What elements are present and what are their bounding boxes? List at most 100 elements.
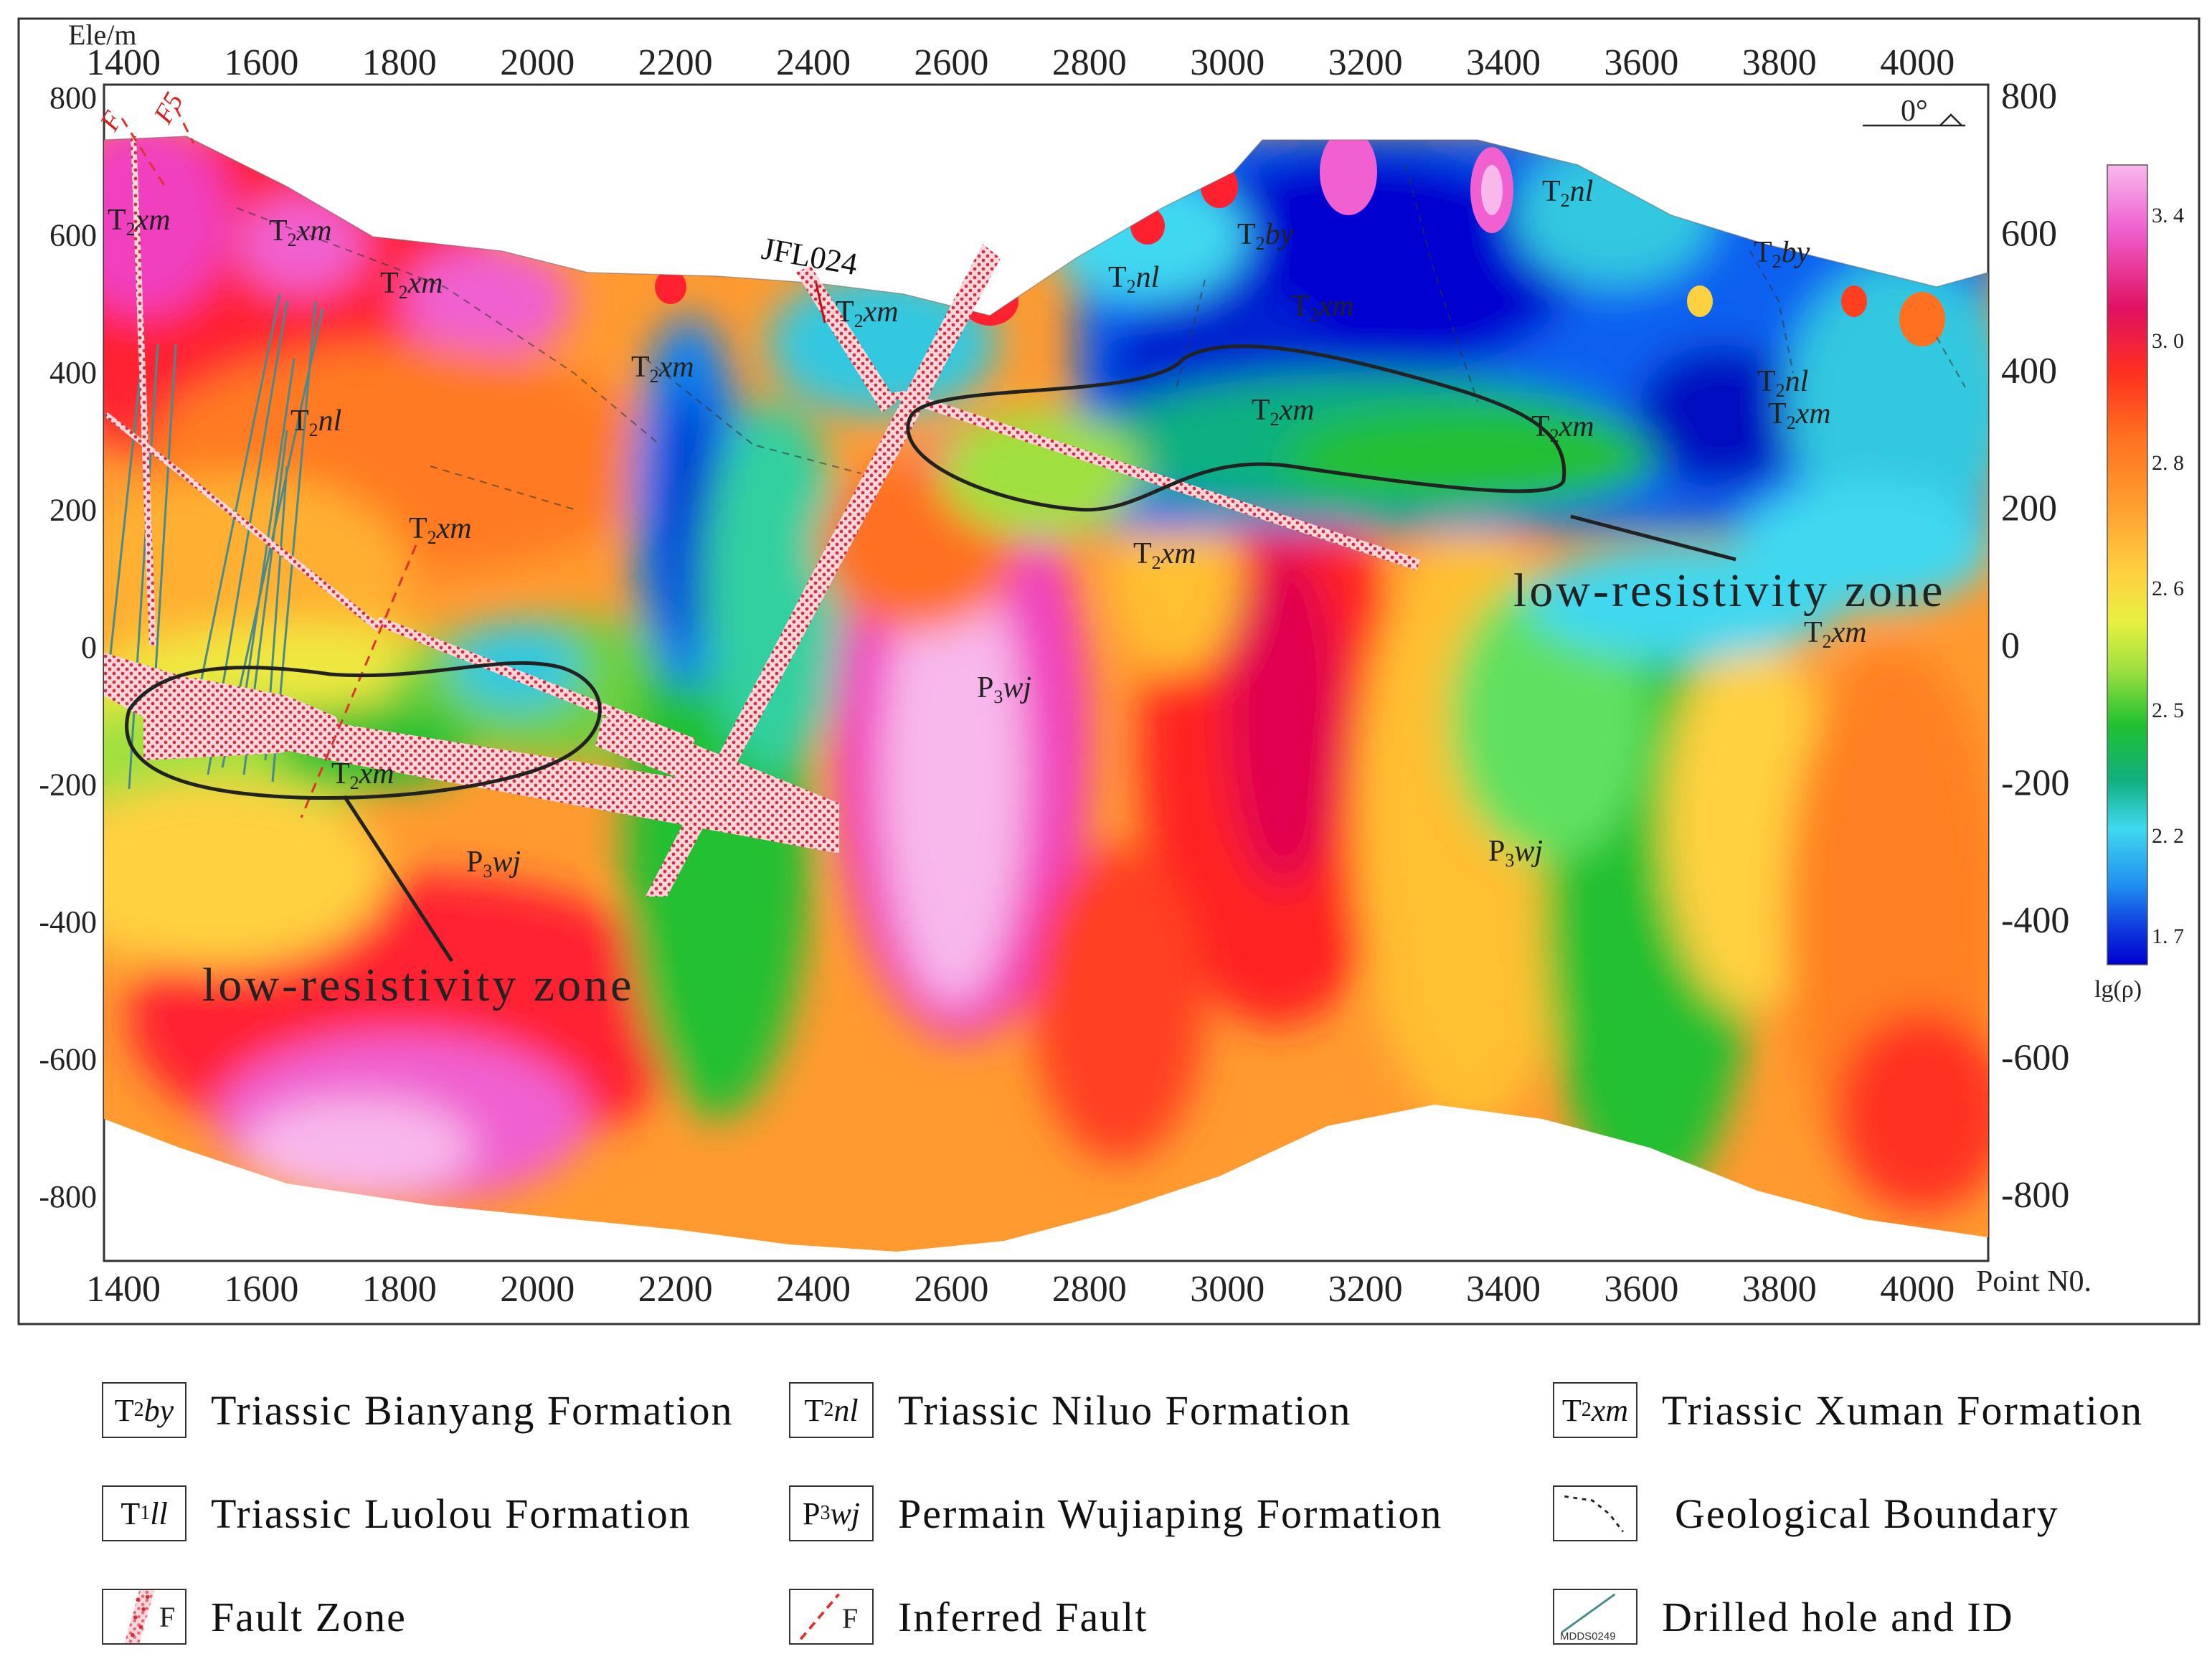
symbol-text: MDDS0249 bbox=[1560, 1630, 1616, 1643]
top-x-tick-label: 1600 bbox=[224, 42, 298, 83]
drilled-hole-icon bbox=[1561, 1593, 1616, 1633]
bottom-x-tick-label: 3200 bbox=[1328, 1269, 1403, 1310]
left-y-tick-label: -800 bbox=[39, 1179, 97, 1214]
symbol-base: T bbox=[114, 1392, 134, 1428]
symbol-sub: 2 bbox=[1581, 1399, 1592, 1421]
fault-zones bbox=[104, 136, 1420, 897]
symbol-ital: by bbox=[143, 1392, 174, 1428]
colorbar-tick-label: 3. 0 bbox=[2152, 329, 2184, 353]
figure-frame bbox=[17, 17, 2201, 1325]
legend-item-fault-zone: F Fault Zone bbox=[102, 1587, 407, 1647]
top-x-tick-label: 3000 bbox=[1190, 42, 1265, 83]
right-y-tick-label: 600 bbox=[2001, 214, 2057, 255]
right-y-tick-label: -400 bbox=[2001, 900, 2069, 941]
symbol-ital: ll bbox=[150, 1495, 168, 1531]
top-x-tick-label: 2400 bbox=[776, 42, 851, 83]
colorbar-tick-label: 2. 6 bbox=[2152, 577, 2184, 600]
legend-item-niluo: T 2 nl Triassic Niluo Formation bbox=[789, 1380, 1351, 1440]
fault-label-f: F bbox=[94, 106, 129, 137]
legend-item-inferred-fault: F Inferred Fault bbox=[789, 1587, 1148, 1647]
legend-label-niluo: Triassic Niluo Formation bbox=[898, 1386, 1352, 1434]
top-x-tick-label: 1400 bbox=[86, 42, 161, 83]
bottom-x-tick-label: 2400 bbox=[776, 1269, 851, 1310]
left-y-tick-label: 400 bbox=[49, 355, 97, 390]
formation-label: T2xm bbox=[1768, 397, 1831, 433]
symbol-base: P bbox=[802, 1495, 821, 1531]
left-y-tick-label: 0 bbox=[81, 630, 97, 665]
legend-symbol-drilled-hole: MDDS0249 bbox=[1553, 1589, 1637, 1645]
geological-boundaries bbox=[236, 164, 1966, 510]
colorbar bbox=[2107, 164, 2148, 965]
formation-label: T2by bbox=[1754, 236, 1810, 272]
resistivity-field bbox=[104, 136, 1988, 1252]
left-y-tick-label: 600 bbox=[49, 218, 97, 253]
formation-label: T2xm bbox=[1804, 616, 1867, 652]
formation-label: T2nl bbox=[1542, 175, 1593, 211]
symbol-base: T bbox=[804, 1392, 824, 1428]
legend-symbol-niluo: T 2 nl bbox=[789, 1382, 874, 1438]
legend-item-xuman: T 2 xm Triassic Xuman Formation bbox=[1553, 1380, 2143, 1440]
bottom-x-tick-label: 3000 bbox=[1190, 1269, 1265, 1310]
right-y-tick-label: -200 bbox=[2001, 763, 2069, 804]
legend-label-wujiaping: Permain Wujiaping Formation bbox=[898, 1490, 1443, 1537]
symbol-sub: 1 bbox=[140, 1502, 151, 1524]
left-y-tick-label: -200 bbox=[39, 767, 97, 803]
legend-item-wujiaping: P 3 wj Permain Wujiaping Formation bbox=[789, 1483, 1442, 1544]
legend-item-drilled-hole: MDDS0249 Drilled hole and ID bbox=[1553, 1587, 2014, 1647]
formation-label: T2xm bbox=[631, 351, 694, 387]
y-axis-title: Ele/m bbox=[68, 19, 137, 51]
bottom-x-tick-label: 3600 bbox=[1604, 1269, 1678, 1310]
legend-symbol-xuman: T 2 xm bbox=[1553, 1382, 1637, 1438]
formation-label: T2nl bbox=[1757, 365, 1808, 401]
formation-label: T2xm bbox=[380, 267, 443, 303]
colorbar-tick-label: 3. 4 bbox=[2152, 204, 2184, 227]
colorbar-tick-label: 2. 5 bbox=[2152, 699, 2184, 722]
formation-label: P3wj bbox=[466, 846, 521, 882]
legend-label-geological-boundary: Geological Boundary bbox=[1675, 1490, 2059, 1537]
colorbar-tick-label: 1. 7 bbox=[2152, 925, 2184, 948]
top-x-tick-label: 4000 bbox=[1880, 42, 1955, 83]
formation-label: T2xm bbox=[331, 757, 394, 793]
formation-label: P3wj bbox=[1488, 835, 1543, 871]
inferred-fault-icon bbox=[799, 1593, 840, 1640]
legend-label-inferred-fault: Inferred Fault bbox=[898, 1593, 1148, 1640]
low-zone-label-right: low-resistivity zone bbox=[1513, 564, 1945, 617]
top-x-tick-label: 1800 bbox=[362, 42, 437, 83]
symbol-ital: wj bbox=[830, 1495, 861, 1531]
formation-label: T2xm bbox=[108, 204, 171, 240]
top-x-tick-label: 3200 bbox=[1328, 42, 1403, 83]
legend-symbol-inferred-fault: F bbox=[789, 1589, 874, 1645]
formation-label: T2xm bbox=[409, 512, 472, 548]
legend-label-xuman: Triassic Xuman Formation bbox=[1662, 1386, 2143, 1434]
axis-labels: 1400 1600 1800 2000 2200 2400 2600 2800 3000 3200… bbox=[39, 42, 2069, 1310]
formation-label: T2xm bbox=[269, 214, 332, 250]
colorbar-unit-label: lg(ρ) bbox=[2094, 976, 2142, 1003]
legend: T 2 by Triassic Bianyang Formation T 2 nl Tr… bbox=[0, 1341, 2212, 1645]
formation-label: T2xm bbox=[1291, 290, 1354, 326]
legend-symbol-fault-zone: F bbox=[102, 1589, 186, 1645]
top-x-tick-label: 2000 bbox=[500, 42, 575, 83]
symbol-sub: 2 bbox=[823, 1399, 834, 1421]
bottom-x-tick-label: 1800 bbox=[362, 1269, 437, 1310]
symbol-sub: 2 bbox=[133, 1399, 144, 1421]
symbol-text: F bbox=[159, 1601, 176, 1633]
right-y-tick-label: 800 bbox=[2001, 76, 2057, 117]
legend-symbol-bianyang: T 2 by bbox=[102, 1382, 186, 1438]
inferred-faults bbox=[120, 107, 417, 818]
bottom-x-tick-label: 2200 bbox=[638, 1269, 713, 1310]
top-x-tick-label: 3800 bbox=[1742, 42, 1817, 83]
bottom-x-tick-label: 1600 bbox=[224, 1269, 298, 1310]
bottom-x-tick-label: 3800 bbox=[1742, 1269, 1817, 1310]
symbol-text: F bbox=[842, 1602, 859, 1635]
colorbar-tick-label: 2. 2 bbox=[2152, 824, 2184, 848]
legend-symbol-geological-boundary bbox=[1553, 1485, 1637, 1541]
formation-label: T2nl bbox=[1108, 261, 1159, 297]
fault-zone-icon bbox=[124, 1590, 155, 1643]
colorbar-tick-label: 2. 8 bbox=[2152, 451, 2184, 475]
formation-label: T2by bbox=[1237, 218, 1294, 254]
colorbar-ticks: 3. 4 3. 0 2. 8 2. 6 2. 5 2. 2 1. 7 bbox=[2152, 204, 2184, 948]
top-x-tick-label: 2800 bbox=[1052, 42, 1127, 83]
left-y-tick-label: -600 bbox=[39, 1042, 97, 1077]
symbol-sub: 3 bbox=[820, 1502, 831, 1524]
